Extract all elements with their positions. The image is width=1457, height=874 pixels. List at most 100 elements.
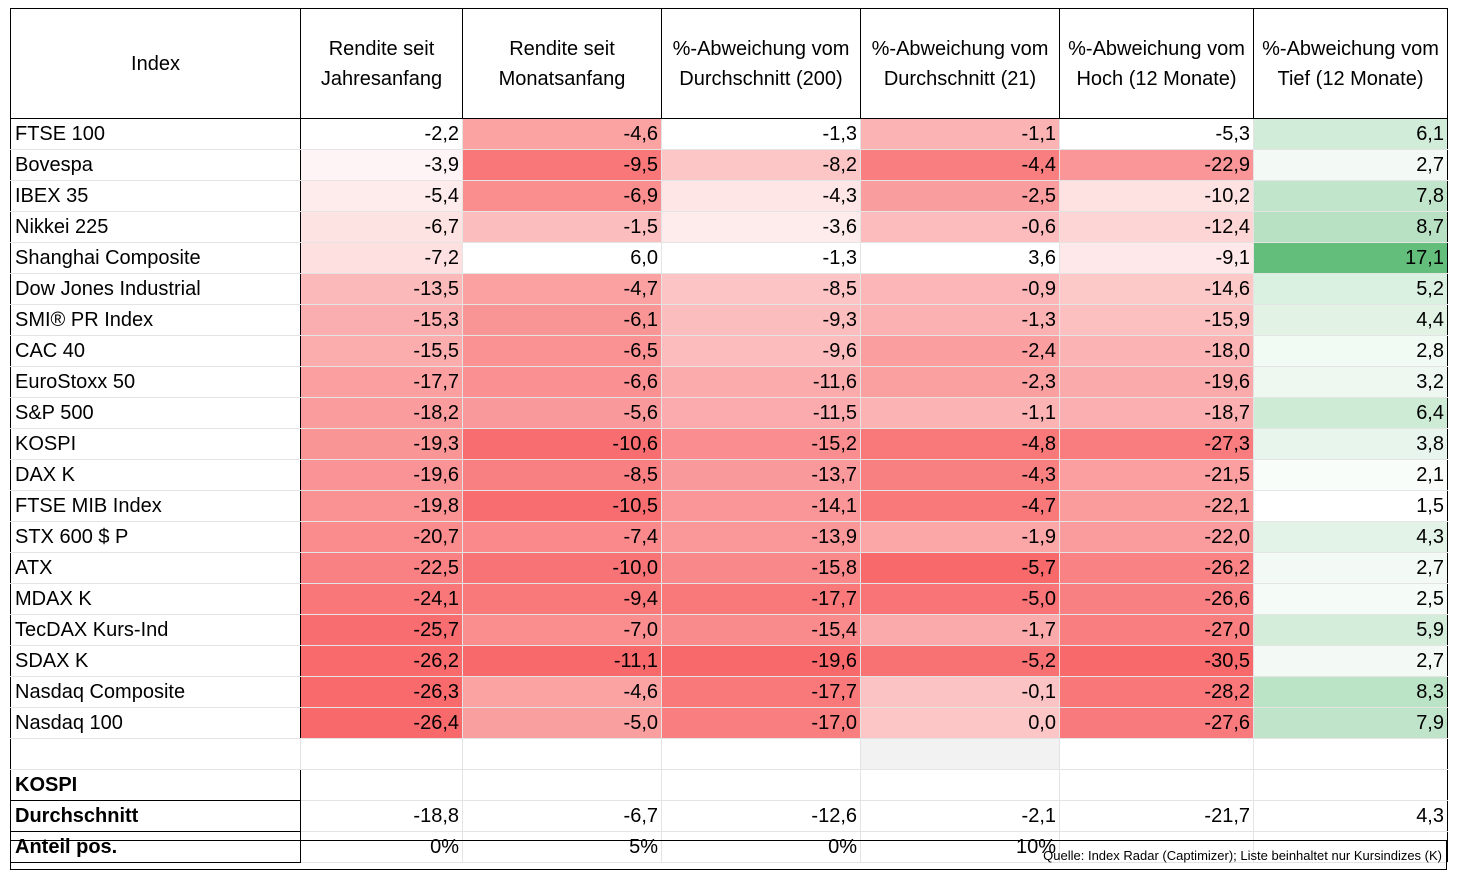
value-cell[interactable]: 2,1 xyxy=(1253,459,1448,491)
index-name-cell[interactable]: ATX xyxy=(10,552,301,584)
value-cell[interactable]: -6,1 xyxy=(462,304,662,336)
value-cell[interactable]: -1,1 xyxy=(860,118,1060,150)
index-name-cell[interactable]: KOSPI xyxy=(10,428,301,460)
share-positive-row-label[interactable]: Anteil pos. xyxy=(10,831,301,863)
value-cell[interactable]: -0,9 xyxy=(860,273,1060,305)
value-cell[interactable]: -11,1 xyxy=(462,645,662,677)
value-cell[interactable]: -1,3 xyxy=(860,304,1060,336)
value-cell[interactable]: -1,1 xyxy=(860,397,1060,429)
value-cell[interactable]: 5,9 xyxy=(1253,614,1448,646)
value-cell[interactable]: -18,0 xyxy=(1059,335,1254,367)
column-header[interactable]: %-Abweichung vom Durchschnitt (200) xyxy=(661,8,861,119)
index-name-cell[interactable]: TecDAX Kurs-Ind xyxy=(10,614,301,646)
value-cell[interactable]: 4,4 xyxy=(1253,304,1448,336)
spacer-row-cell[interactable] xyxy=(300,738,463,770)
value-cell[interactable]: 2,7 xyxy=(1253,552,1448,584)
value-cell[interactable]: -2,3 xyxy=(860,366,1060,398)
share-positive-row-cell[interactable] xyxy=(1059,831,1254,863)
average-row-cell[interactable]: -21,7 xyxy=(1059,800,1254,832)
value-cell[interactable]: -10,0 xyxy=(462,552,662,584)
value-cell[interactable]: -2,5 xyxy=(860,180,1060,212)
value-cell[interactable]: -4,3 xyxy=(860,459,1060,491)
value-cell[interactable]: 8,7 xyxy=(1253,211,1448,243)
value-cell[interactable]: 7,9 xyxy=(1253,707,1448,739)
value-cell[interactable]: -9,6 xyxy=(661,335,861,367)
value-cell[interactable]: -26,2 xyxy=(1059,552,1254,584)
value-cell[interactable]: -4,7 xyxy=(462,273,662,305)
highlight-row-cell[interactable] xyxy=(860,769,1060,801)
value-cell[interactable]: -6,7 xyxy=(300,211,463,243)
value-cell[interactable]: 5,2 xyxy=(1253,273,1448,305)
value-cell[interactable]: -17,0 xyxy=(661,707,861,739)
spacer-row-cell[interactable] xyxy=(462,738,662,770)
value-cell[interactable]: 17,1 xyxy=(1253,242,1448,274)
highlight-row-cell[interactable] xyxy=(300,769,463,801)
value-cell[interactable]: 0,0 xyxy=(860,707,1060,739)
value-cell[interactable]: -9,1 xyxy=(1059,242,1254,274)
value-cell[interactable]: 3,2 xyxy=(1253,366,1448,398)
value-cell[interactable]: -22,1 xyxy=(1059,490,1254,522)
column-header[interactable]: Rendite seit Jahresanfang xyxy=(300,8,463,119)
value-cell[interactable]: -22,0 xyxy=(1059,521,1254,553)
share-positive-row-cell[interactable]: 5% xyxy=(462,831,662,863)
share-positive-row-cell[interactable]: 0% xyxy=(661,831,861,863)
value-cell[interactable]: 7,8 xyxy=(1253,180,1448,212)
value-cell[interactable]: -11,6 xyxy=(661,366,861,398)
highlight-row-cell[interactable] xyxy=(661,769,861,801)
value-cell[interactable]: -13,5 xyxy=(300,273,463,305)
value-cell[interactable]: -26,3 xyxy=(300,676,463,708)
highlight-row-cell[interactable] xyxy=(1253,769,1448,801)
value-cell[interactable]: -15,3 xyxy=(300,304,463,336)
value-cell[interactable]: -21,5 xyxy=(1059,459,1254,491)
value-cell[interactable]: -26,4 xyxy=(300,707,463,739)
value-cell[interactable]: -20,7 xyxy=(300,521,463,553)
spacer-row-cell[interactable] xyxy=(1059,738,1254,770)
value-cell[interactable]: -3,9 xyxy=(300,149,463,181)
average-row-cell[interactable]: -12,6 xyxy=(661,800,861,832)
value-cell[interactable]: -24,1 xyxy=(300,583,463,615)
average-row-cell[interactable]: -18,8 xyxy=(300,800,463,832)
value-cell[interactable]: -13,9 xyxy=(661,521,861,553)
value-cell[interactable]: -13,7 xyxy=(661,459,861,491)
value-cell[interactable]: -15,4 xyxy=(661,614,861,646)
value-cell[interactable]: -17,7 xyxy=(300,366,463,398)
value-cell[interactable]: 6,4 xyxy=(1253,397,1448,429)
index-name-cell[interactable]: EuroStoxx 50 xyxy=(10,366,301,398)
value-cell[interactable]: -1,5 xyxy=(462,211,662,243)
value-cell[interactable]: 2,7 xyxy=(1253,149,1448,181)
value-cell[interactable]: -10,6 xyxy=(462,428,662,460)
value-cell[interactable]: 3,8 xyxy=(1253,428,1448,460)
value-cell[interactable]: -27,0 xyxy=(1059,614,1254,646)
column-header[interactable]: %-Abweichung vom Tief (12 Monate) xyxy=(1253,8,1448,119)
value-cell[interactable]: -19,6 xyxy=(1059,366,1254,398)
spacer-row-cell[interactable] xyxy=(661,738,861,770)
value-cell[interactable]: -19,6 xyxy=(300,459,463,491)
value-cell[interactable]: -4,6 xyxy=(462,676,662,708)
value-cell[interactable]: -9,3 xyxy=(661,304,861,336)
index-name-cell[interactable]: Nasdaq Composite xyxy=(10,676,301,708)
value-cell[interactable]: -5,2 xyxy=(860,645,1060,677)
value-cell[interactable]: 8,3 xyxy=(1253,676,1448,708)
column-header[interactable]: %-Abweichung vom Durchschnitt (21) xyxy=(860,8,1060,119)
column-header[interactable]: Index xyxy=(10,8,301,119)
value-cell[interactable]: -5,0 xyxy=(462,707,662,739)
value-cell[interactable]: -2,2 xyxy=(300,118,463,150)
index-name-cell[interactable]: FTSE MIB Index xyxy=(10,490,301,522)
value-cell[interactable]: -4,3 xyxy=(661,180,861,212)
index-name-cell[interactable]: MDAX K xyxy=(10,583,301,615)
index-name-cell[interactable]: SDAX K xyxy=(10,645,301,677)
value-cell[interactable]: 2,8 xyxy=(1253,335,1448,367)
value-cell[interactable]: -9,4 xyxy=(462,583,662,615)
value-cell[interactable]: -25,7 xyxy=(300,614,463,646)
index-name-cell[interactable]: Nasdaq 100 xyxy=(10,707,301,739)
value-cell[interactable]: -22,5 xyxy=(300,552,463,584)
value-cell[interactable]: -15,9 xyxy=(1059,304,1254,336)
share-positive-row-cell[interactable] xyxy=(1253,831,1448,863)
average-row-cell[interactable]: -6,7 xyxy=(462,800,662,832)
value-cell[interactable]: -7,0 xyxy=(462,614,662,646)
column-header[interactable]: %-Abweichung vom Hoch (12 Monate) xyxy=(1059,8,1254,119)
value-cell[interactable]: -6,6 xyxy=(462,366,662,398)
value-cell[interactable]: -11,5 xyxy=(661,397,861,429)
value-cell[interactable]: 3,6 xyxy=(860,242,1060,274)
average-row-cell[interactable]: -2,1 xyxy=(860,800,1060,832)
